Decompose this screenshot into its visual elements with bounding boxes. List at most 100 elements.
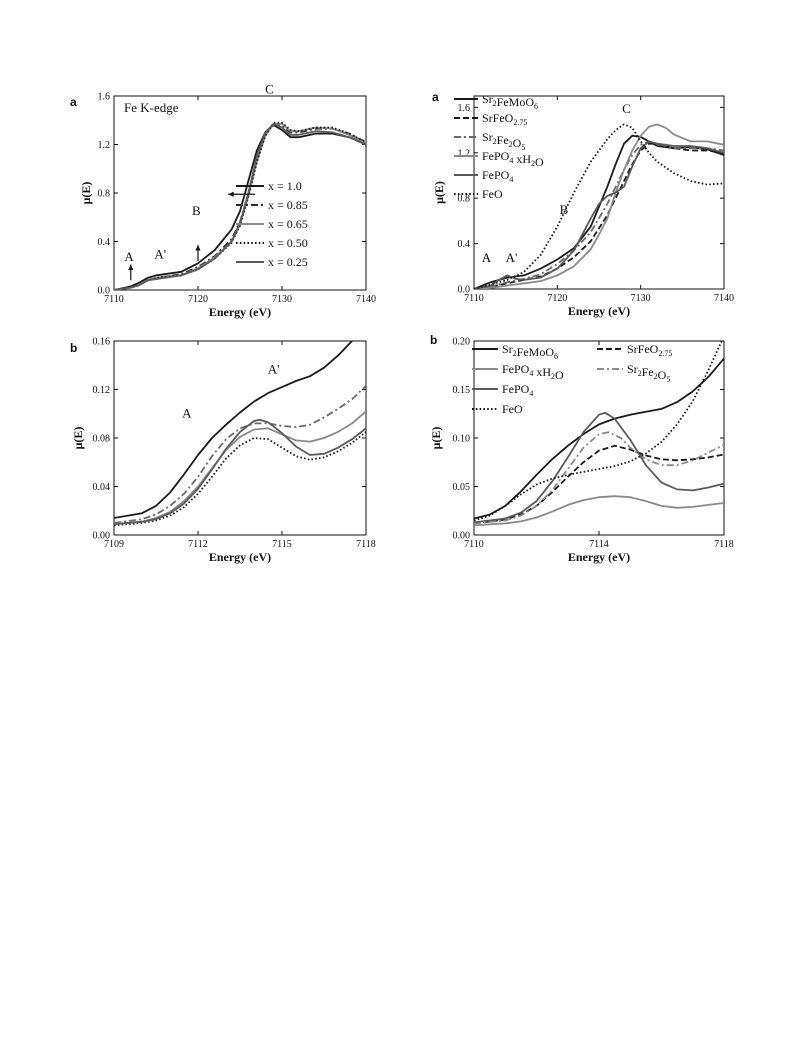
legend-label: FePO4 <box>482 168 513 184</box>
y-tick-label: 0.0 <box>458 285 471 296</box>
y-tick-label: 0.16 <box>93 337 111 348</box>
plot-frame <box>113 95 367 291</box>
chart-panel-4: b 7110 7114 7118 0.00 0.05 0.10 0.15 0.20 Energy … <box>429 333 734 564</box>
y-axis-title: μ(E) <box>79 182 93 205</box>
x-axis-title: Energy (eV) <box>568 304 630 318</box>
plot-frame <box>473 95 725 290</box>
x-tick-label: 7130 <box>631 293 651 304</box>
chart-panel-1: a 7110 7120 7130 7140 0.0 0.4 0.8 1.2 1.6 Energy (… <box>70 82 376 319</box>
legend: Sr2FeMoO6 SrFeO2.75 FePO4 xH2O Sr2Fe2O5 FePO… <box>472 342 672 416</box>
series-line-4 <box>114 121 366 290</box>
series-line-3 <box>114 123 366 290</box>
y-tick-label: 0.00 <box>93 531 111 542</box>
y-tick-label: 1.2 <box>458 148 471 159</box>
series-line-2 <box>114 123 366 290</box>
x-tick-label: 7118 <box>356 539 376 550</box>
series-line-5 <box>114 123 366 290</box>
x-tick-label: 7130 <box>272 294 292 305</box>
x-tick-label: 7110 <box>464 539 484 550</box>
y-tick-label: 0.00 <box>453 531 471 542</box>
y-tick-label: 0.4 <box>98 237 111 248</box>
panel-letter: b <box>430 333 437 347</box>
annotation-label: B <box>192 203 201 218</box>
series-line-6 <box>474 341 723 522</box>
y-tick-label: 0.05 <box>453 482 471 493</box>
legend-label: SrFeO2.75 <box>482 111 527 127</box>
y-tick-label: 0.04 <box>93 482 111 493</box>
y-axis-title: μ(E) <box>432 181 446 204</box>
annotation-label: A' <box>506 250 518 265</box>
x-tick-label: 7110 <box>464 293 484 304</box>
x-tick-label: 7120 <box>188 294 208 305</box>
annotation-label: A' <box>268 362 280 377</box>
legend-label: Sr2Fe2O5 <box>482 130 525 152</box>
x-tick-label: 7112 <box>188 539 208 550</box>
legend-label: FePO4 xH2O <box>482 149 544 169</box>
legend-label: x = 0.50 <box>268 236 308 250</box>
annotation-label: C <box>622 101 631 116</box>
x-tick-label: 7114 <box>589 539 609 550</box>
y-tick-label: 0.8 <box>458 194 471 205</box>
annotation-label: A <box>482 250 492 265</box>
y-tick-label: 0.8 <box>98 189 111 200</box>
y-tick-label: 1.2 <box>98 140 111 151</box>
annotation-label: C <box>265 82 274 97</box>
series-line-6 <box>474 123 724 289</box>
panel-letter: a <box>70 95 77 109</box>
annotation-label: A' <box>154 246 166 261</box>
annotation-label: A <box>124 249 134 264</box>
legend-label: x = 0.65 <box>268 217 308 231</box>
y-tick-label: 0.20 <box>453 337 471 348</box>
series-line-1 <box>114 341 353 519</box>
x-tick-label: 7110 <box>104 294 124 305</box>
y-tick-label: 0.15 <box>453 385 471 396</box>
series-line-3 <box>114 410 366 525</box>
series-line-2 <box>114 385 366 524</box>
legend-label: SrFeO2.75 <box>627 342 672 358</box>
y-tick-label: 0.12 <box>93 385 111 396</box>
x-tick-label: 7118 <box>714 539 734 550</box>
legend-label: FeO <box>502 402 523 416</box>
y-tick-label: 1.6 <box>98 92 111 103</box>
x-tick-label: 7109 <box>104 539 124 550</box>
y-tick-label: 0.4 <box>458 239 471 250</box>
chart-title: Fe K-edge <box>124 100 179 115</box>
legend-label: x = 0.85 <box>268 198 308 212</box>
annotation-label: B <box>560 202 569 217</box>
x-axis-title: Energy (eV) <box>209 305 271 319</box>
chart-panel-2: a 7110 7120 7130 7140 0.0 0.4 0.8 1.2 1.6 Energy (… <box>432 90 734 318</box>
series-line-2 <box>474 444 724 525</box>
y-tick-label: 0.08 <box>93 434 111 445</box>
y-tick-label: 0.0 <box>98 286 111 297</box>
y-axis-title: μ(E) <box>429 427 443 450</box>
series-line-1 <box>114 124 366 290</box>
y-axis-title: μ(E) <box>71 427 85 450</box>
series-line-4 <box>474 431 724 525</box>
legend-label: FeO <box>482 187 503 201</box>
series-line-5 <box>114 418 366 525</box>
x-axis-title: Energy (eV) <box>568 550 630 564</box>
chart-panel-3: b 7109 7112 7115 7118 0.00 0.04 0.08 0.12 0.16 Ene… <box>70 337 376 565</box>
legend-label: Sr2FeMoO6 <box>482 92 538 111</box>
y-tick-label: 1.6 <box>458 103 471 114</box>
legend-label: x = 1.0 <box>268 179 302 193</box>
arrow-head <box>195 245 201 251</box>
legend: x = 1.0 x = 0.85 x = 0.65 x = 0.50 x = 0.25 <box>236 179 308 269</box>
legend-label: Sr2FeMoO6 <box>502 342 558 361</box>
series-line-3 <box>474 495 724 527</box>
x-tick-label: 7115 <box>272 539 292 550</box>
legend-label: x = 0.25 <box>268 255 308 269</box>
legend-label: FePO4 xH2O <box>502 362 564 382</box>
series-line-5 <box>474 411 724 524</box>
x-tick-label: 7140 <box>714 293 734 304</box>
x-tick-label: 7140 <box>356 294 376 305</box>
arrow-head <box>228 191 234 197</box>
series-line-1 <box>474 357 724 520</box>
annotation-label: A <box>182 405 192 420</box>
legend-label: FePO4 <box>502 382 533 398</box>
y-tick-label: 0.10 <box>453 434 471 445</box>
panel-letter: a <box>432 90 439 104</box>
panel-letter: b <box>70 341 77 355</box>
